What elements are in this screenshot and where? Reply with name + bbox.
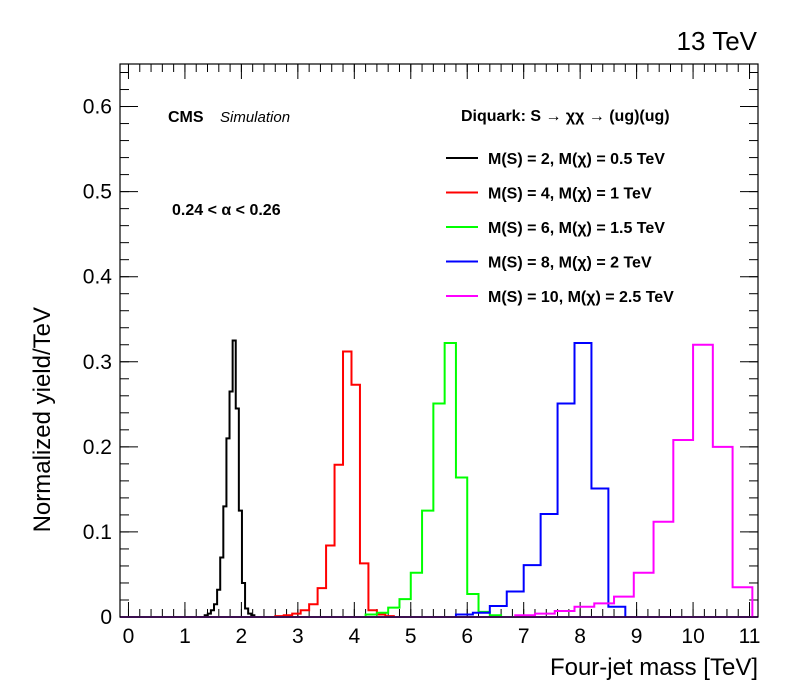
- legend: M(S) = 2, M(χ) = 0.5 TeV M(S) = 4, M(χ) =…: [446, 151, 674, 306]
- y-tick-label: 0.6: [83, 96, 112, 119]
- x-tick-label: 11: [739, 625, 761, 648]
- x-axis-title: Four-jet mass [TeV]: [550, 654, 758, 681]
- y-tick-label: 0.2: [83, 436, 112, 459]
- x-tick-label: 9: [631, 625, 643, 648]
- x-tick-label: 3: [292, 625, 304, 648]
- y-axis-title: Normalized yield/TeV: [29, 307, 56, 532]
- histogram-outline: [454, 342, 627, 617]
- y-tick-label: 0: [100, 606, 112, 629]
- experiment-label: CMS: [168, 109, 204, 126]
- x-tick-label: 2: [236, 625, 248, 648]
- x-tick-label: 1: [179, 625, 191, 648]
- process-label: Diquark: S → χχ → (ug)(ug): [461, 108, 670, 125]
- legend-label: M(S) = 2, M(χ) = 0.5 TeV: [488, 151, 665, 168]
- simulation-label: Simulation: [220, 109, 290, 126]
- histogram-outline: [203, 339, 256, 617]
- x-tick-label: 10: [681, 625, 704, 648]
- x-tick-label: 7: [518, 625, 530, 648]
- energy-label: 13 TeV: [677, 26, 758, 56]
- legend-label: M(S) = 8, M(χ) = 2 TeV: [488, 255, 652, 272]
- x-tick-label: 6: [461, 625, 473, 648]
- y-tick-label: 0.1: [83, 521, 112, 544]
- y-tick-label: 0.4: [83, 266, 113, 289]
- legend-label: M(S) = 4, M(χ) = 1 TeV: [488, 186, 652, 203]
- x-tick-label: 8: [574, 625, 586, 648]
- histogram-outline: [274, 350, 395, 618]
- y-tick-label: 0.5: [83, 181, 112, 204]
- x-tick-label: 4: [348, 625, 360, 648]
- alpha-selection-label: 0.24 < α < 0.26: [172, 202, 281, 219]
- histogram-outline: [514, 343, 754, 617]
- legend-label: M(S) = 6, M(χ) = 1.5 TeV: [488, 220, 665, 237]
- legend-label: M(S) = 10, M(χ) = 2.5 TeV: [488, 289, 674, 306]
- x-tick-label: 0: [123, 625, 135, 648]
- y-tick-label: 0.3: [83, 351, 112, 374]
- plot-frame: [119, 63, 759, 618]
- x-tick-label: 5: [405, 625, 417, 648]
- histogram-outline: [364, 342, 503, 617]
